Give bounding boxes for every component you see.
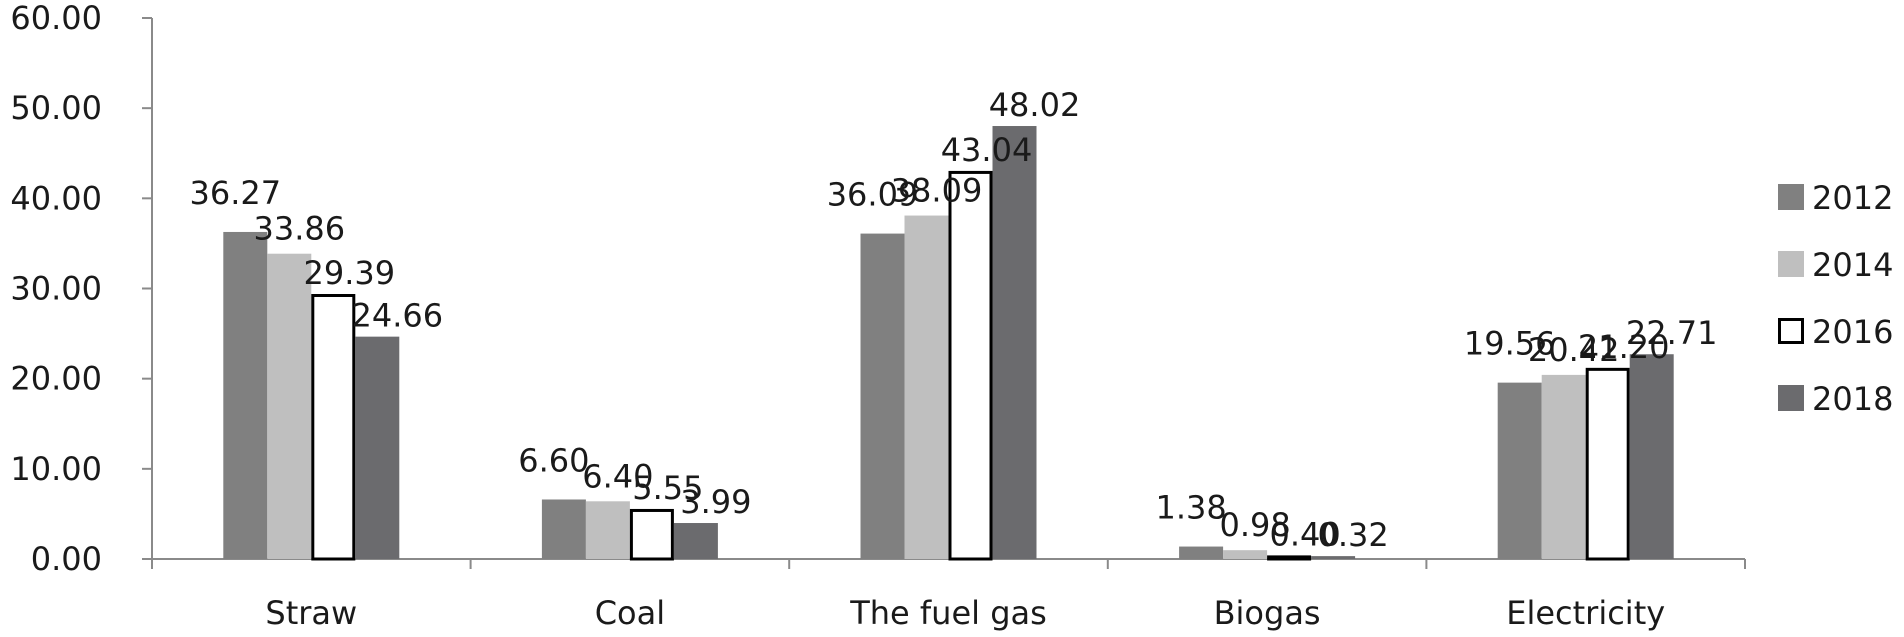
data-label: 36.09 [827, 176, 919, 214]
bar-2016-biogas [1267, 555, 1312, 561]
data-label: 5.55 [632, 469, 703, 507]
data-label: 21.20 [1578, 328, 1670, 366]
bar-2012-biogas [1179, 546, 1224, 559]
bar-2016-electricity [1585, 367, 1630, 561]
y-tick-label: 50.00 [10, 89, 102, 127]
bar-2016-the-fuel-gas [948, 170, 993, 561]
data-label: 6.60 [518, 441, 589, 479]
y-tick-label: 40.00 [10, 179, 102, 217]
y-tick-label: 30.00 [10, 270, 102, 308]
legend-label: 2014 [1812, 246, 1893, 284]
data-label: 24.66 [351, 297, 443, 335]
bar-2012-straw [223, 231, 268, 559]
bar-2016-straw [311, 294, 356, 561]
y-tick-label: 20.00 [10, 360, 102, 398]
data-label: 33.86 [253, 210, 345, 248]
bar-2014-coal [585, 501, 630, 559]
bar-2014-the-fuel-gas [904, 215, 949, 559]
bar-2014-straw [267, 253, 312, 559]
legend-label: 2016 [1812, 313, 1893, 351]
data-label: 3.99 [680, 483, 751, 521]
bar-2018-coal [673, 523, 718, 559]
data-label: 6.40 [582, 457, 653, 495]
legend-swatch [1778, 184, 1804, 210]
data-label: 19.56 [1464, 325, 1556, 363]
y-tick-label: 0.00 [31, 540, 102, 578]
legend: 2012 2014 2016 2018 [1778, 179, 1893, 418]
legend-label: 2018 [1812, 380, 1893, 418]
data-label: 1.38 [1155, 489, 1226, 527]
data-label: 22.71 [1626, 314, 1718, 352]
data-label: 43.04 [941, 131, 1033, 169]
data-label: 0.40 [1269, 515, 1340, 553]
bar-2018-straw [355, 336, 400, 559]
x-tick-label: Coal [595, 594, 665, 632]
data-label: 20.42 [1528, 331, 1620, 369]
axes-layer: 0.00 10.00 20.00 30.00 40.00 50.00 60.00 Straw C… [10, 0, 1746, 632]
y-tick-label: 60.00 [10, 0, 102, 37]
bar-2012-coal [541, 499, 586, 559]
legend-item-2012: 2012 [1778, 179, 1893, 217]
data-label: 0.32 [1317, 516, 1388, 554]
legend-item-2018: 2018 [1778, 380, 1893, 418]
bar-2012-electricity [1497, 382, 1542, 559]
bar-2018-electricity [1629, 354, 1674, 559]
x-tick-label: Electricity [1506, 594, 1665, 632]
legend-swatch [1778, 318, 1804, 344]
legend-item-2016: 2016 [1778, 313, 1893, 351]
legend-label: 2012 [1812, 179, 1893, 217]
bar-2014-electricity [1541, 374, 1586, 559]
bar-2018-biogas [1311, 556, 1356, 559]
data-label: 0.98 [1219, 506, 1290, 544]
data-label: 29.39 [303, 254, 395, 292]
data-label: 36.27 [189, 174, 281, 212]
x-tick-label: The fuel gas [849, 594, 1047, 632]
bar-2014-biogas [1223, 550, 1268, 559]
y-tick-label: 10.00 [10, 450, 102, 488]
legend-swatch [1778, 385, 1804, 411]
bars-layer [223, 126, 1674, 561]
x-tick-label: Straw [265, 594, 357, 632]
legend-item-2014: 2014 [1778, 246, 1893, 284]
data-label: 38.09 [891, 172, 983, 210]
bar-2016-coal [629, 508, 674, 561]
bar-2018-the-fuel-gas [992, 126, 1037, 560]
bar-2012-the-fuel-gas [860, 233, 905, 559]
legend-swatch [1778, 251, 1804, 277]
x-tick-label: Biogas [1214, 594, 1321, 632]
data-label: 48.02 [989, 86, 1081, 124]
